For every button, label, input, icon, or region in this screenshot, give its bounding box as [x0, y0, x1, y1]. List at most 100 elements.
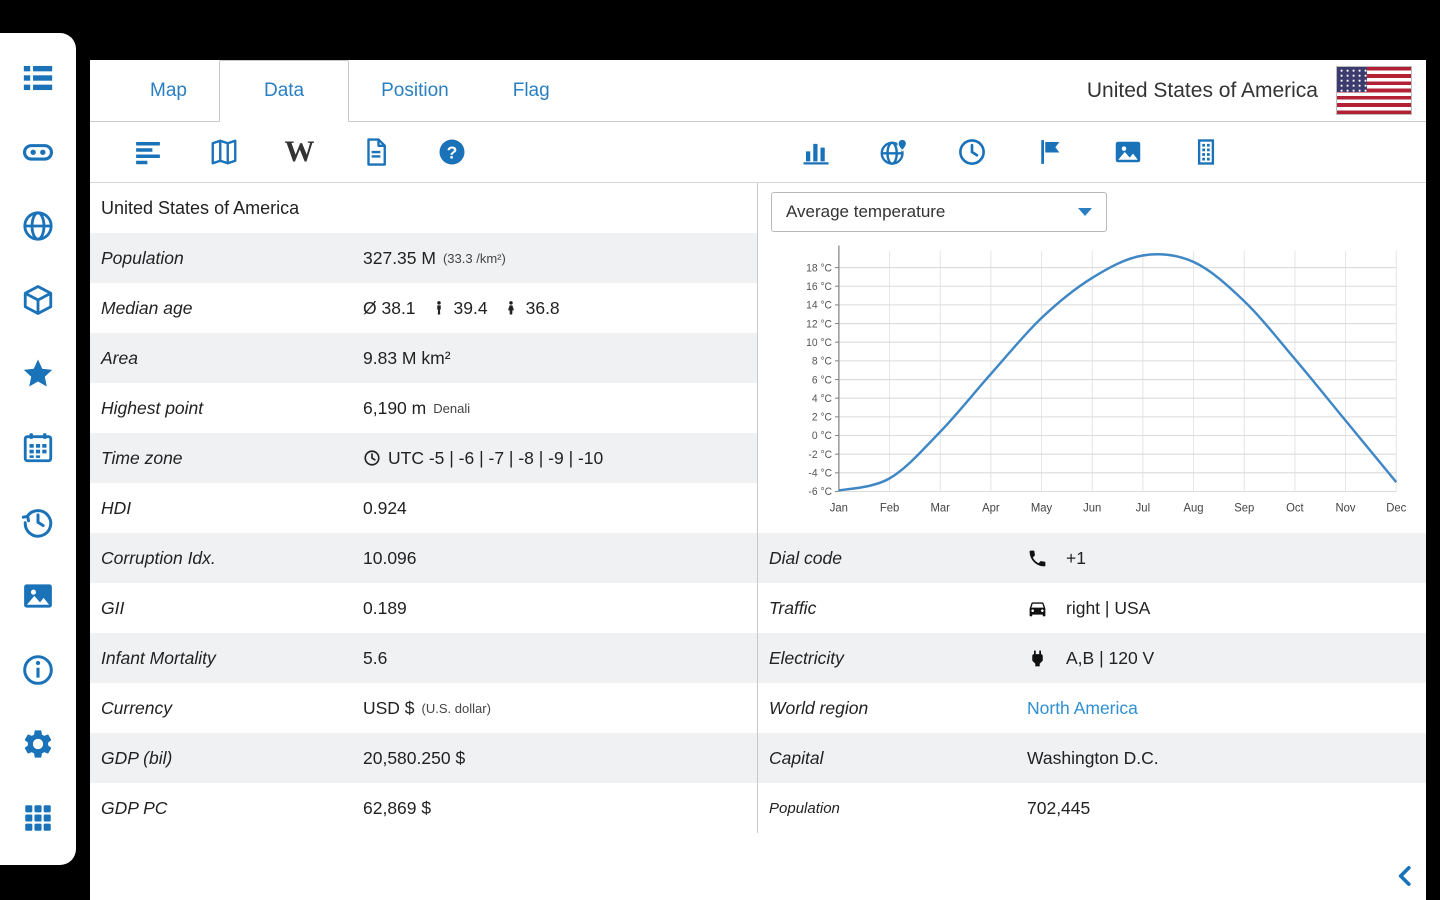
detail-row-capital: Capital Washington D.C.	[758, 733, 1426, 783]
globe-pin-icon[interactable]	[878, 137, 909, 168]
svg-text:Apr: Apr	[982, 501, 1000, 515]
wikipedia-icon[interactable]: W	[284, 135, 315, 168]
help-icon[interactable]: ?	[436, 137, 467, 168]
country-data-table: Population 327.35 M (33.3 /km²) Median a…	[90, 233, 757, 833]
svg-text:-6 °C: -6 °C	[808, 486, 832, 498]
country-header: United States of America	[1087, 60, 1426, 121]
table-row-gdp-pc: GDP PC 62,869 $	[101, 797, 432, 818]
svg-text:May: May	[1031, 501, 1052, 515]
us-flag-image	[1336, 66, 1412, 115]
detail-row-electricity: Electricity A,B | 120 V	[758, 633, 1426, 683]
table-row-hdi: HDI 0.924	[101, 497, 407, 518]
svg-text:Sep: Sep	[1234, 501, 1254, 515]
svg-text:Jan: Jan	[830, 501, 848, 515]
svg-text:-4 °C: -4 °C	[808, 467, 832, 479]
temperature-chart-wrap: Jan Feb Mar Apr May Jun Jul Aug Sep Oct Nov Dec 18 °…	[780, 238, 1408, 528]
gear-icon[interactable]	[19, 725, 57, 763]
tab-data[interactable]: Data	[218, 60, 350, 122]
table-row-infant-mortality: Infant Mortality 5.6	[90, 633, 757, 683]
globe-icon[interactable]	[19, 207, 57, 245]
female-icon	[507, 301, 514, 315]
lines-icon[interactable]	[132, 137, 163, 168]
chevron-down-icon	[1078, 208, 1092, 216]
info-icon[interactable]	[19, 651, 57, 689]
tab-position[interactable]: Position	[381, 79, 449, 101]
history-icon[interactable]	[19, 503, 57, 541]
clock-icon[interactable]	[956, 137, 987, 168]
table-row-gii: GII 0.189	[101, 597, 407, 618]
temperature-chart: Jan Feb Mar Apr May Jun Jul Aug Sep Oct Nov Dec 18 °…	[806, 245, 1406, 515]
table-row-median-age: Median age Ø 38.1 39.4 36.8	[101, 297, 560, 318]
detail-row-capital-population: Population 702,445	[769, 797, 1091, 818]
svg-text:Feb: Feb	[880, 501, 900, 515]
chart-section: Average temperature Jan Feb Mar Apr May Jun Ju…	[758, 183, 1426, 533]
hdi-value: 0.924	[363, 497, 407, 518]
world-region-link[interactable]: North America	[1027, 697, 1138, 718]
phone-icon	[1029, 550, 1046, 566]
page-title: United States of America	[1086, 78, 1318, 102]
car-icon	[1029, 601, 1046, 616]
list-icon[interactable]	[19, 59, 57, 97]
tab-flag[interactable]: Flag	[512, 79, 550, 101]
svg-text:Jun: Jun	[1083, 501, 1101, 515]
tab-bar: Map Data Position Flag United States of …	[90, 60, 1426, 122]
svg-text:16 °C: 16 °C	[806, 281, 832, 293]
table-header: United States of America	[101, 197, 300, 218]
cube-icon[interactable]	[19, 281, 57, 319]
svg-text:2 °C: 2 °C	[812, 411, 832, 423]
svg-text:Jul: Jul	[1136, 501, 1150, 515]
sidebar	[0, 33, 76, 865]
svg-text:Oct: Oct	[1286, 501, 1304, 515]
table-row-corruption: Corruption Idx. 10.096	[90, 533, 757, 583]
detail-row-world-region: World region North America	[769, 697, 1138, 718]
main-panel: Map Data Position Flag United States of …	[90, 60, 1426, 900]
svg-text:8 °C: 8 °C	[812, 355, 832, 367]
detail-table: Dial code +1 Traffic right | USA	[758, 533, 1426, 833]
bar-chart-icon[interactable]	[800, 137, 831, 168]
detail-row-traffic: Traffic right | USA	[769, 597, 1151, 618]
content: United States of America Population 327.…	[90, 183, 1426, 833]
toolbar-right	[758, 137, 1426, 168]
table-row-population: Population 327.35 M (33.3 /km²)	[90, 233, 757, 283]
document-icon[interactable]	[360, 137, 391, 168]
svg-text:10 °C: 10 °C	[806, 337, 832, 349]
svg-text:4 °C: 4 °C	[812, 393, 832, 405]
collapse-chevron-icon[interactable]	[1392, 863, 1418, 894]
table-row-gdp: GDP (bil) 20,580.250 $	[90, 733, 757, 783]
table-row-currency: Currency USD $ (U.S. dollar)	[101, 697, 491, 718]
svg-text:12 °C: 12 °C	[806, 318, 832, 330]
svg-text:Dec: Dec	[1386, 501, 1406, 515]
temperature-metric-select[interactable]: Average temperature	[771, 192, 1107, 232]
svg-text:-2 °C: -2 °C	[808, 449, 832, 461]
svg-text:18 °C: 18 °C	[806, 262, 832, 274]
flag-icon[interactable]	[1034, 137, 1065, 168]
table-row-area: Area 9.83 M km²	[90, 333, 757, 383]
svg-text:Mar: Mar	[931, 501, 950, 515]
toolbar-left: W ?	[90, 137, 758, 168]
table-row-time-zone: Time zone UTC -5 | -6 | -7 | -8 | -9 | -…	[90, 433, 757, 483]
tab-map[interactable]: Map	[150, 79, 187, 101]
table-header-row: United States of America	[90, 183, 757, 233]
detail-column: Average temperature Jan Feb Mar Apr May Jun Ju…	[758, 183, 1426, 833]
plug-icon	[1032, 650, 1043, 666]
svg-text:14 °C: 14 °C	[806, 299, 832, 311]
country-data-column: United States of America Population 327.…	[90, 183, 758, 833]
mask-icon[interactable]	[19, 133, 57, 171]
svg-text:Nov: Nov	[1336, 501, 1356, 515]
svg-text:6 °C: 6 °C	[812, 374, 832, 386]
apps-grid-icon[interactable]	[19, 799, 57, 837]
building-icon[interactable]	[1190, 137, 1221, 168]
svg-text:0 °C: 0 °C	[812, 430, 832, 442]
male-icon	[436, 301, 441, 315]
table-row-highest-point: Highest point 6,190 m Denali	[101, 397, 471, 418]
toolbar: W ?	[90, 122, 1426, 183]
star-icon[interactable]	[19, 355, 57, 393]
calendar-icon[interactable]	[19, 429, 57, 467]
utc-clock-icon	[364, 450, 380, 466]
detail-row-dial-code: Dial code +1	[758, 533, 1426, 583]
image-icon[interactable]	[19, 577, 57, 615]
image-icon[interactable]	[1112, 137, 1143, 168]
svg-text:Aug: Aug	[1184, 501, 1204, 515]
map-icon[interactable]	[208, 137, 239, 168]
